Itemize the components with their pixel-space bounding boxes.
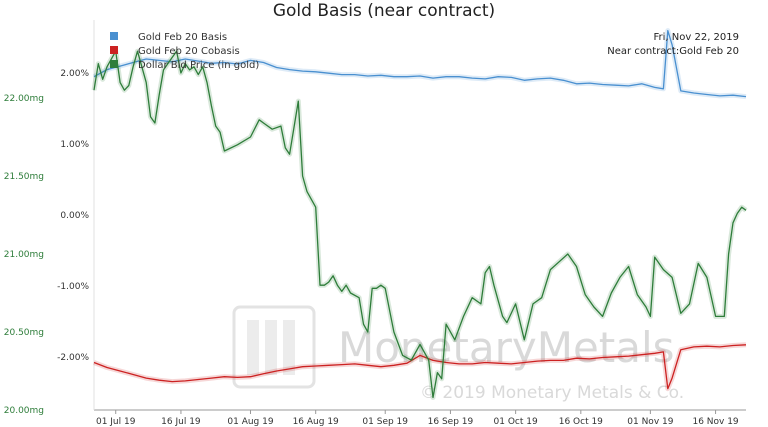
- left-tick-label: 21.50mg: [4, 172, 44, 182]
- x-tick-label: 01 Sep 19: [362, 417, 408, 427]
- cobasis-line-group: [93, 342, 747, 392]
- corner-info: Fri, Nov 22, 2019 Near contract:Gold Feb…: [607, 32, 739, 57]
- left-tick-label: 20.50mg: [4, 328, 44, 338]
- legend-swatch-basis: [110, 32, 118, 40]
- x-tick-label: 01 Jul 19: [96, 417, 136, 427]
- watermark-logo-bar-2: [265, 320, 277, 375]
- corner-date: Fri, Nov 22, 2019: [654, 32, 740, 43]
- watermark-logo-bar-1: [247, 320, 259, 375]
- legend-label-cobasis: Gold Feb 20 Cobasis: [138, 46, 240, 57]
- watermark-copyright: © 2019 Monetary Metals & Co.: [420, 383, 684, 403]
- plot-frame: [93, 20, 746, 411]
- basis-line: [93, 29, 747, 98]
- x-tick-label: 01 Nov 19: [627, 417, 673, 427]
- left-tick-label: 21.00mg: [4, 250, 44, 260]
- right-tick-label: 1.00%: [60, 140, 89, 150]
- cobasis-line: [93, 344, 747, 390]
- watermark-logo-frame: [232, 305, 316, 389]
- dollar-bid-price-line-group: [91, 48, 748, 400]
- legend-label-basis: Gold Feb 20 Basis: [138, 32, 227, 43]
- dollar-bid-price-line: [93, 50, 747, 399]
- x-tick-label: 16 Nov 19: [692, 417, 738, 427]
- x-tick-label: 16 Aug 19: [293, 417, 339, 427]
- series-layer: [91, 28, 748, 400]
- left-tick-label: 22.00mg: [4, 94, 44, 104]
- basis-line-group: [92, 28, 747, 100]
- legend-swatch-dollar: [110, 60, 118, 68]
- x-axis-ticks: 01 Jul 19 16 Jul 19 01 Aug 19 16 Aug 19 01 S…: [96, 410, 739, 427]
- x-tick-label: 16 Sep 19: [428, 417, 474, 427]
- right-tick-label: -2.00%: [57, 353, 89, 363]
- left-axis-ticks: 20.00mg 20.50mg 21.00mg 21.50mg 22.00mg: [4, 94, 44, 416]
- right-axis-ticks: -2.00% -1.00% 0.00% 1.00% 2.00%: [57, 69, 89, 363]
- legend-item-cobasis[interactable]: Gold Feb 20 Cobasis: [110, 46, 240, 57]
- watermark-logo-bar-3: [283, 320, 295, 375]
- legend-item-basis[interactable]: Gold Feb 20 Basis: [110, 32, 227, 43]
- right-tick-label: 0.00%: [60, 211, 89, 221]
- x-tick-label: 01 Oct 19: [494, 417, 538, 427]
- legend: Gold Feb 20 Basis Gold Feb 20 Cobasis Do…: [110, 32, 259, 71]
- right-tick-label: -1.00%: [57, 282, 89, 292]
- legend-swatch-cobasis: [110, 46, 118, 54]
- corner-contract: Near contract:Gold Feb 20: [607, 46, 739, 57]
- right-tick-label: 2.00%: [60, 69, 89, 79]
- legend-item-dollar[interactable]: Dollar Bid Price (in gold): [110, 60, 259, 71]
- legend-label-dollar: Dollar Bid Price (in gold): [138, 60, 259, 71]
- x-tick-label: 16 Jul 19: [161, 417, 201, 427]
- left-tick-label: 20.00mg: [4, 406, 44, 416]
- chart-title: Gold Basis (near contract): [273, 1, 495, 21]
- x-tick-label: 01 Aug 19: [227, 417, 273, 427]
- x-tick-label: 16 Oct 19: [559, 417, 603, 427]
